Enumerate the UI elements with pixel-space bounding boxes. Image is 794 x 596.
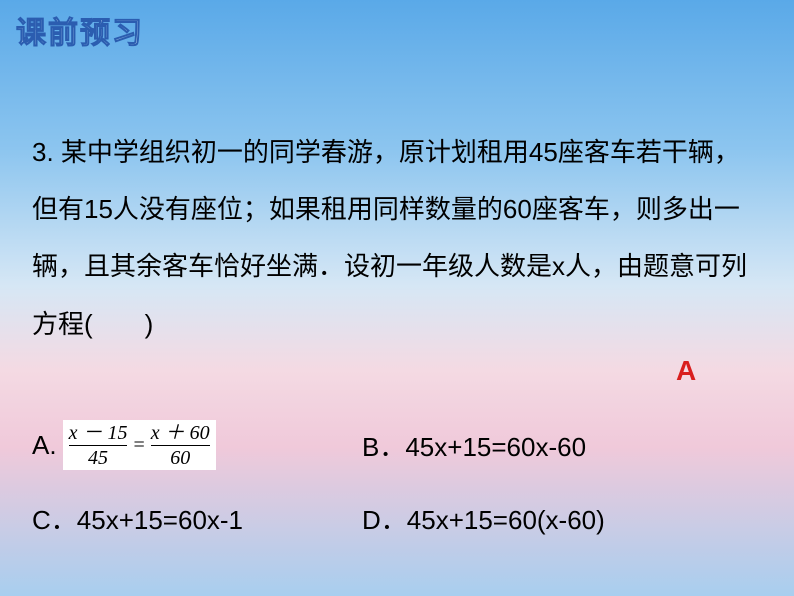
option-row-1: A. x － 15 45 = x ＋ 60 60 bbox=[32, 420, 762, 470]
option-c: C．45x+15=60x-1 bbox=[32, 500, 362, 537]
option-d: D．45x+15=60(x-60) bbox=[362, 500, 762, 537]
fraction-bar bbox=[151, 445, 210, 446]
option-a: A. x － 15 45 = x ＋ 60 60 bbox=[32, 420, 362, 470]
question-body: 3. 某中学组织初一的同学春游，原计划租用45座客车若干辆，但有15人没有座位；… bbox=[32, 124, 762, 353]
equals-sign: = bbox=[133, 434, 144, 457]
fraction-left: x － 15 45 bbox=[69, 422, 128, 469]
fraction-left-num: x － 15 bbox=[69, 422, 128, 444]
option-row-2: C．45x+15=60x-1 D．45x+15=60(x-60) bbox=[32, 500, 762, 537]
option-b: B．45x+15=60x-60 bbox=[362, 427, 762, 464]
fraction-right-den: 60 bbox=[170, 447, 190, 469]
option-a-label: A. bbox=[32, 430, 57, 461]
fraction-left-den: 45 bbox=[88, 447, 108, 469]
slide: 课前预习 3. 某中学组织初一的同学春游，原计划租用45座客车若干辆，但有15人… bbox=[0, 0, 794, 596]
options-block: A. x － 15 45 = x ＋ 60 60 bbox=[32, 420, 762, 537]
option-a-equation: x － 15 45 = x ＋ 60 60 bbox=[63, 420, 216, 470]
fraction-right-num: x ＋ 60 bbox=[151, 422, 210, 444]
answer-badge: A bbox=[676, 355, 696, 387]
fraction-right: x ＋ 60 60 bbox=[151, 422, 210, 469]
section-title: 课前预习 bbox=[16, 8, 144, 52]
fraction-bar bbox=[69, 445, 128, 446]
fraction-row: x － 15 45 = x ＋ 60 60 bbox=[69, 422, 210, 469]
